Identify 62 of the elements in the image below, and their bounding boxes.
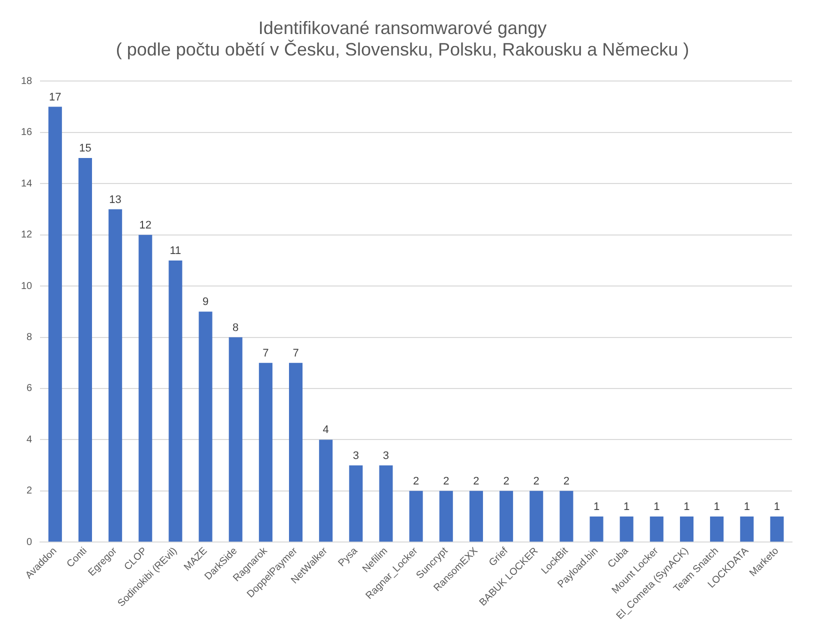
data-label: 2 [443,475,450,488]
bar [469,490,483,542]
bar [500,490,514,542]
bar [770,516,784,542]
y-tick-label: 10 [21,280,33,292]
data-label: 12 [139,219,152,232]
bar [78,158,92,542]
data-label: 3 [352,450,359,462]
data-label: 7 [262,347,269,360]
y-tick-label: 6 [26,383,33,394]
data-label: 15 [79,142,92,155]
bar [740,516,754,542]
bar [530,490,544,542]
data-label: 2 [413,475,420,488]
data-label: 2 [563,475,570,488]
data-label: 1 [774,501,780,514]
bar [620,516,634,542]
data-label: 11 [170,244,182,257]
bar [198,312,212,542]
data-label: 7 [292,347,299,360]
bar [590,516,604,542]
bar [710,516,724,542]
bar [650,516,664,542]
bar [680,516,694,542]
data-label: 1 [654,501,660,514]
text: ( podle počtu obětí v Česku, Slovensku, Polsku, Rakousku a Německu ) [116,39,690,60]
y-tick-label: 16 [21,127,33,138]
data-label: 9 [202,296,209,308]
y-tick-label: 18 [21,76,33,87]
bar [108,209,122,542]
data-label: 17 [49,91,62,104]
data-label: 4 [322,424,329,436]
data-label: 3 [382,450,390,462]
bar [258,362,272,542]
y-tick-label: 12 [21,230,33,241]
data-label: 1 [744,501,750,514]
bar [319,440,333,542]
data-label: 2 [533,475,540,488]
bar [228,337,242,542]
data-label: 1 [593,501,600,514]
bar [439,490,453,542]
text: Identifikované ransomwarové gangy [258,18,547,38]
data-label: 1 [684,501,690,514]
bar [349,465,363,542]
bar [168,260,182,542]
bar [48,106,62,542]
y-tick-label: 2 [26,486,33,497]
data-label: 1 [714,501,720,514]
bar [560,490,574,542]
y-tick-label: 0 [26,536,33,548]
y-tick-label: 8 [26,332,33,344]
bar [288,362,303,542]
y-tick-label: 14 [21,178,33,190]
bar [379,465,393,542]
bar [138,234,152,542]
y-tick-label: 4 [26,434,33,446]
bar [409,490,423,542]
data-label: 1 [624,501,630,514]
data-label: 2 [473,475,480,488]
data-label: 13 [109,194,122,206]
data-label: 8 [232,322,239,334]
data-label: 2 [503,475,510,488]
